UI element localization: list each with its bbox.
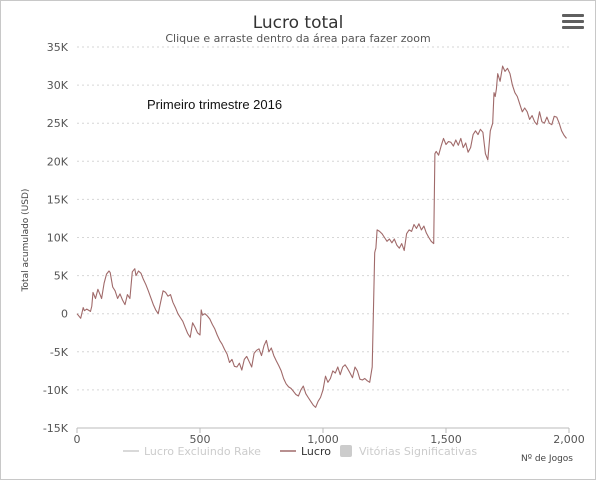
- y-tick-label: -15K: [43, 422, 69, 435]
- x-tick-label: 0: [74, 433, 81, 446]
- y-tick-label: 10K: [47, 232, 69, 245]
- hamburger-menu-icon[interactable]: [562, 14, 584, 32]
- y-tick-label: 25K: [47, 117, 69, 130]
- y-tick-label: 5K: [54, 270, 69, 283]
- chart-title: Lucro total: [253, 13, 344, 33]
- x-axis-ticks: 0 500 1,000 1,500 2,000: [74, 428, 585, 446]
- x-axis-label: Nº de Jogos: [521, 454, 573, 464]
- chart-subtitle: Clique e arraste dentro da área para faz…: [165, 32, 430, 45]
- x-tick-label: 500: [190, 433, 211, 446]
- legend-item[interactable]: Lucro Excluindo Rake: [144, 445, 261, 458]
- x-tick-label: 1,500: [430, 433, 462, 446]
- grid-lines: [77, 46, 569, 429]
- legend-square-symbol: [340, 445, 352, 457]
- x-tick-label: 2,000: [553, 433, 585, 446]
- y-tick-label: 35K: [47, 41, 69, 54]
- legend: Lucro Excluindo Rake Lucro Vitórias Signif…: [123, 445, 477, 458]
- x-tick-label: 1,000: [307, 433, 339, 446]
- y-tick-label: 0: [61, 308, 68, 321]
- y-axis-ticks: -15K -10K -5K 0 5K 10K 15K 20K 25K 30K 35K: [43, 41, 69, 435]
- chart-annotation: Primeiro trimestre 2016: [147, 97, 282, 112]
- legend-item[interactable]: Lucro: [301, 445, 331, 458]
- y-axis-label: Total acumulado (USD): [21, 189, 31, 293]
- y-tick-label: 30K: [47, 79, 69, 92]
- y-tick-label: -10K: [43, 384, 69, 397]
- series-line-lucro[interactable]: [76, 65, 567, 408]
- legend-item[interactable]: Vitórias Significativas: [359, 445, 477, 458]
- y-tick-label: 20K: [47, 155, 69, 168]
- y-tick-label: 15K: [47, 193, 69, 206]
- y-tick-label: -5K: [50, 346, 69, 359]
- series-layer: [76, 65, 567, 408]
